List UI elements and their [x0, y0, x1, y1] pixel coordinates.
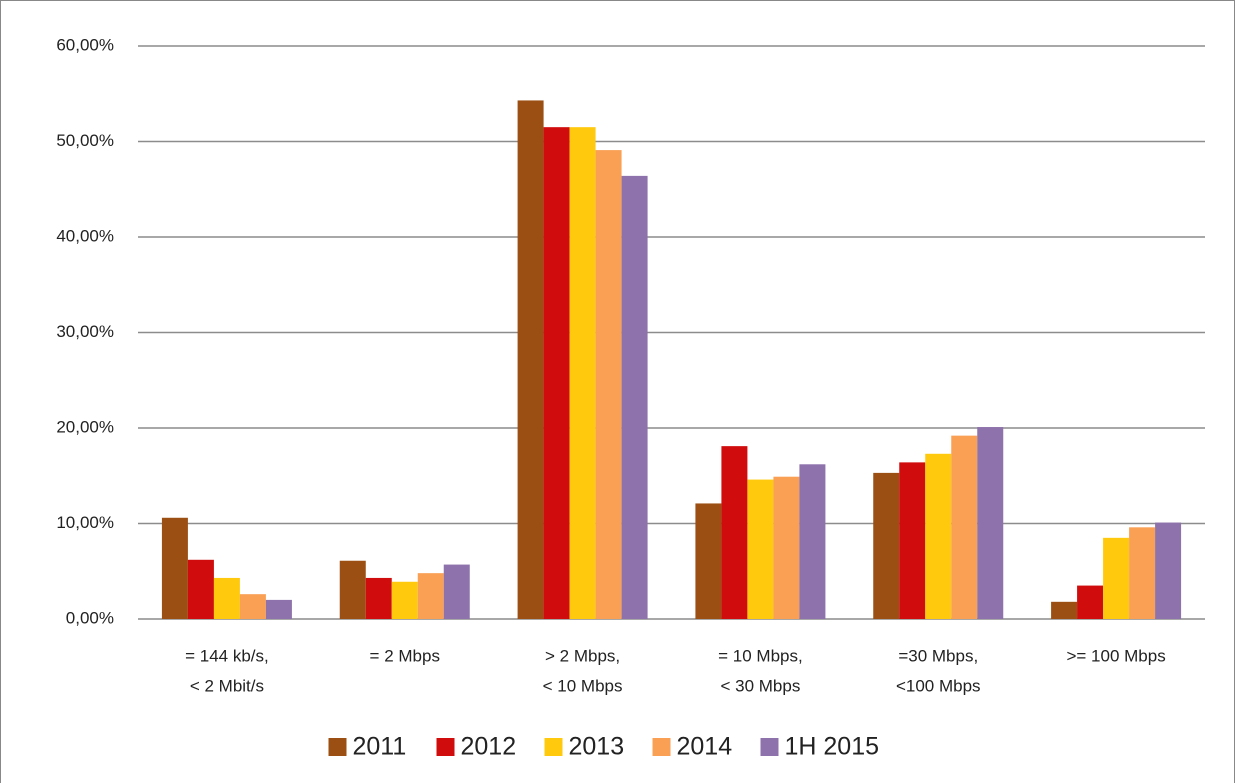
y-tick-label: 40,00% [56, 226, 114, 245]
x-tick-label: <100 Mbps [896, 676, 981, 695]
bar [239, 594, 266, 619]
bar [187, 559, 214, 619]
bar [695, 503, 722, 619]
bar [543, 127, 570, 620]
bar [517, 100, 544, 619]
bar [595, 150, 622, 619]
legend-label: 2012 [461, 733, 517, 761]
y-tick-label: 30,00% [56, 322, 114, 341]
x-tick-label: = 144 kb/s, [185, 646, 269, 665]
x-tick-label: = 10 Mbps, [718, 646, 803, 665]
bar [977, 427, 1004, 619]
bar [265, 599, 292, 619]
bar [873, 472, 900, 619]
x-tick-label: = 2 Mbps [370, 646, 440, 665]
bar [1155, 522, 1182, 619]
legend-swatch [544, 738, 563, 756]
bar [1103, 537, 1130, 619]
bar [569, 127, 596, 620]
bar [773, 476, 800, 619]
bar [1051, 601, 1078, 619]
y-tick-label: 60,00% [56, 35, 114, 54]
x-tick-label: =30 Mbps, [898, 646, 978, 665]
x-tick-label: < 2 Mbit/s [190, 676, 264, 695]
legend-label: 2011 [353, 733, 407, 761]
bar [951, 435, 978, 619]
y-tick-label: 0,00% [66, 608, 114, 627]
x-tick-label: > 2 Mbps, [545, 646, 620, 665]
y-tick-label: 10,00% [56, 513, 114, 532]
bar [365, 577, 392, 619]
bar [925, 453, 952, 619]
y-tick-label: 20,00% [56, 417, 114, 436]
bar [799, 464, 826, 619]
legend-swatch [436, 738, 455, 756]
legend-swatch [328, 738, 347, 756]
bar [721, 446, 748, 619]
bar [747, 479, 774, 619]
y-tick-label: 50,00% [56, 131, 114, 150]
bar [161, 517, 188, 619]
bar [899, 462, 926, 619]
bar [391, 581, 418, 619]
bar [621, 175, 648, 619]
x-tick-label: < 10 Mbps [543, 676, 623, 695]
bar [417, 573, 444, 619]
legend-label: 2014 [677, 733, 733, 761]
x-tick-label: < 30 Mbps [720, 676, 800, 695]
legend-label: 1H 2015 [785, 733, 880, 761]
legend-swatch [760, 738, 779, 756]
bar [1077, 585, 1104, 619]
legend-swatch [652, 738, 671, 756]
legend-label: 2013 [569, 733, 625, 761]
bar [443, 564, 470, 619]
bar [1129, 527, 1156, 619]
x-tick-label: >= 100 Mbps [1066, 646, 1165, 665]
bar [339, 560, 366, 619]
bar [213, 577, 240, 619]
